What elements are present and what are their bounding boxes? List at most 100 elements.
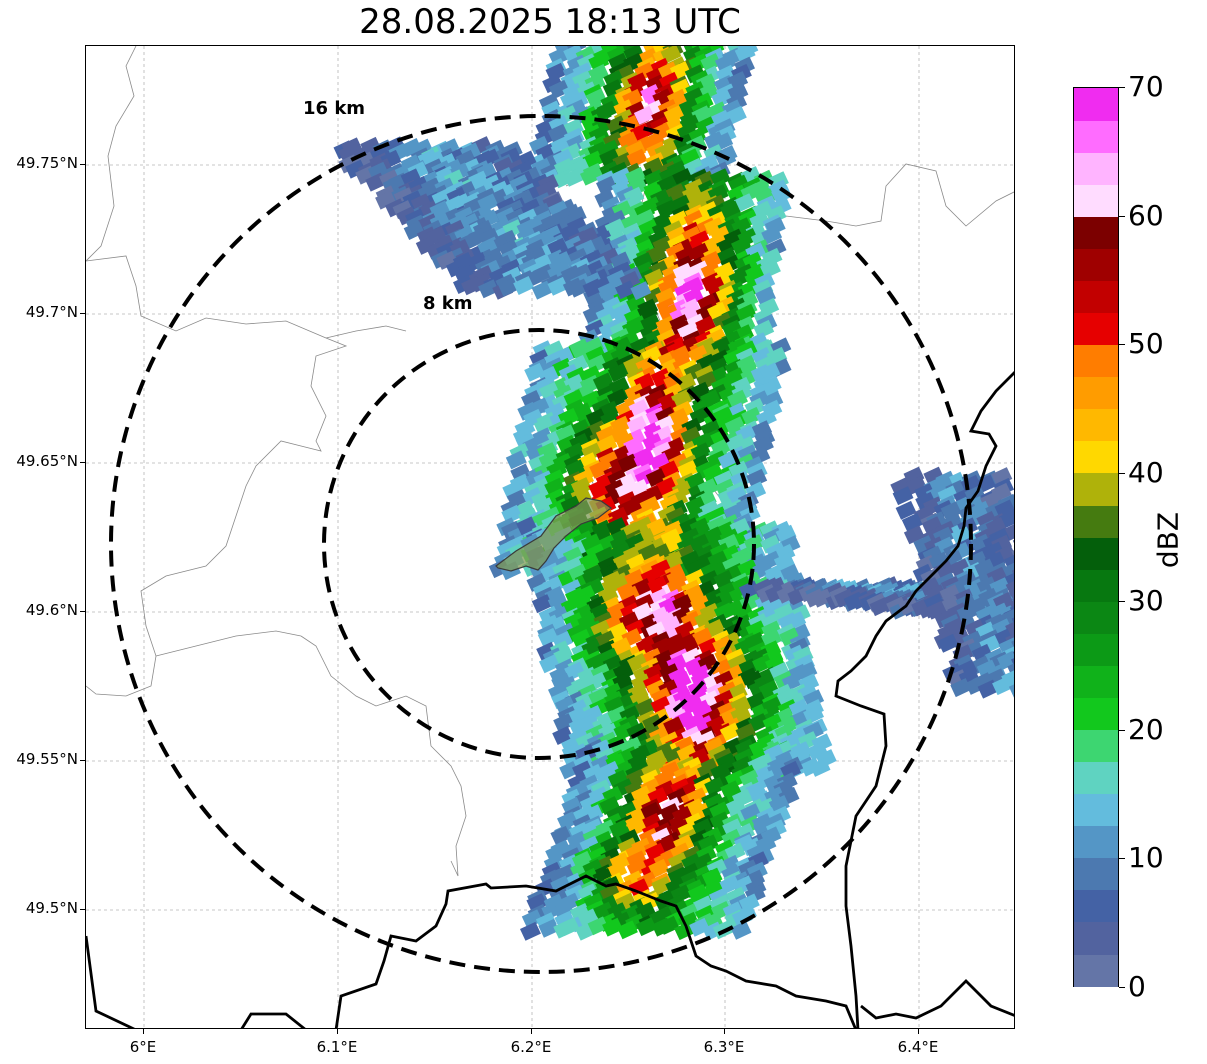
radar-cell <box>615 432 637 452</box>
radar-cell <box>905 475 927 495</box>
radar-cell <box>779 627 801 647</box>
radar-cell <box>659 803 681 823</box>
radar-cell <box>673 133 695 153</box>
radar-cell <box>704 276 726 296</box>
radar-cell <box>752 654 773 674</box>
radar-cell <box>834 588 856 608</box>
colorbar-tick <box>1119 344 1125 346</box>
radar-cell <box>776 584 798 604</box>
radar-cell <box>627 653 648 672</box>
radar-cell <box>617 802 639 822</box>
radar-cell <box>590 739 612 759</box>
radar-cell <box>694 610 716 630</box>
radar-cell <box>626 294 648 314</box>
radar-cell <box>626 148 648 168</box>
radar-cell <box>454 264 475 284</box>
radar-cell <box>617 920 638 940</box>
radar-cell <box>921 516 943 536</box>
colorbar-tick <box>1119 601 1125 603</box>
x-tick-label: 6.1°E <box>316 1038 358 1056</box>
radar-cell <box>656 476 677 496</box>
radar-cell <box>725 105 747 125</box>
radar-cell <box>625 166 647 186</box>
radar-cell <box>730 920 752 940</box>
colorbar-segment <box>1074 280 1118 314</box>
radar-cell <box>529 135 550 155</box>
radar-cell <box>638 218 660 238</box>
radar-cell <box>542 74 564 94</box>
radar-cell <box>724 416 746 436</box>
radar-cell <box>557 811 578 831</box>
colorbar-segment <box>1074 665 1118 698</box>
radar-cell <box>679 696 701 716</box>
radar-cell <box>710 428 732 448</box>
radar-cell <box>915 491 937 511</box>
radar-cell <box>563 167 585 187</box>
radar-cell <box>561 796 583 816</box>
radar-cell <box>580 533 602 553</box>
radar-cell <box>550 825 572 845</box>
radar-cell <box>535 180 557 200</box>
radar-cell <box>669 345 691 365</box>
radar-cell <box>607 705 629 725</box>
radar-cell <box>505 450 527 470</box>
radar-cell <box>685 496 707 516</box>
radar-cell <box>612 552 634 572</box>
colorbar-segment <box>1074 633 1118 666</box>
radar-cell <box>677 322 699 342</box>
radar-cell <box>644 389 666 409</box>
radar-cell <box>556 213 578 233</box>
radar-cell <box>704 776 726 796</box>
radar-cell <box>692 627 714 647</box>
x-tick-label: 6.4°E <box>897 1038 939 1056</box>
radar-cell <box>595 546 616 566</box>
colorbar-tick <box>1119 987 1125 988</box>
radar-cell <box>493 156 515 176</box>
radar-cell <box>761 629 782 649</box>
radar-cell <box>658 303 680 323</box>
radar-cell <box>676 744 698 763</box>
radar-cell <box>680 426 702 446</box>
radar-cell <box>533 416 555 436</box>
radar-cell <box>544 477 566 497</box>
radar-cell <box>731 907 753 927</box>
radar-cell <box>513 276 535 295</box>
radar-cell <box>588 52 610 72</box>
radar-cell <box>974 558 996 578</box>
radar-cell <box>590 619 612 639</box>
radar-cell <box>715 478 737 498</box>
radar-cell <box>640 84 662 103</box>
radar-cell <box>633 451 655 471</box>
radar-cell <box>727 71 749 91</box>
radar-cell <box>892 486 914 506</box>
radar-cell <box>520 921 541 941</box>
radar-cell <box>663 372 685 392</box>
radar-cell <box>643 663 665 683</box>
radar-cell <box>500 520 522 540</box>
colorbar-tick-label: 40 <box>1128 455 1164 489</box>
radar-cell <box>690 442 712 462</box>
colorbar-segment <box>1074 825 1118 859</box>
radar-cell <box>803 705 825 725</box>
radar-cell <box>632 252 654 271</box>
radar-cell <box>567 563 589 583</box>
radar-cell <box>547 237 569 257</box>
colorbar-segment <box>1074 344 1118 378</box>
radar-cell <box>628 399 650 419</box>
radar-cell <box>655 287 677 307</box>
colorbar-segment <box>1074 601 1118 634</box>
radar-cell <box>659 494 681 514</box>
radar-cell <box>719 200 741 220</box>
radar-cell <box>642 433 664 452</box>
colorbar-tick-label: 50 <box>1128 327 1164 361</box>
colorbar-tick-label: 30 <box>1128 584 1164 618</box>
colorbar-tick <box>1119 858 1125 860</box>
radar-cell <box>606 517 628 537</box>
radar-cell <box>559 760 581 780</box>
radar-cell <box>455 149 477 169</box>
radar-cell <box>459 213 481 232</box>
colorbar-tick-label: 70 <box>1128 70 1164 103</box>
radar-map[interactable] <box>85 45 1015 1029</box>
radar-cell <box>400 168 422 188</box>
colorbar-segment <box>1074 793 1118 827</box>
